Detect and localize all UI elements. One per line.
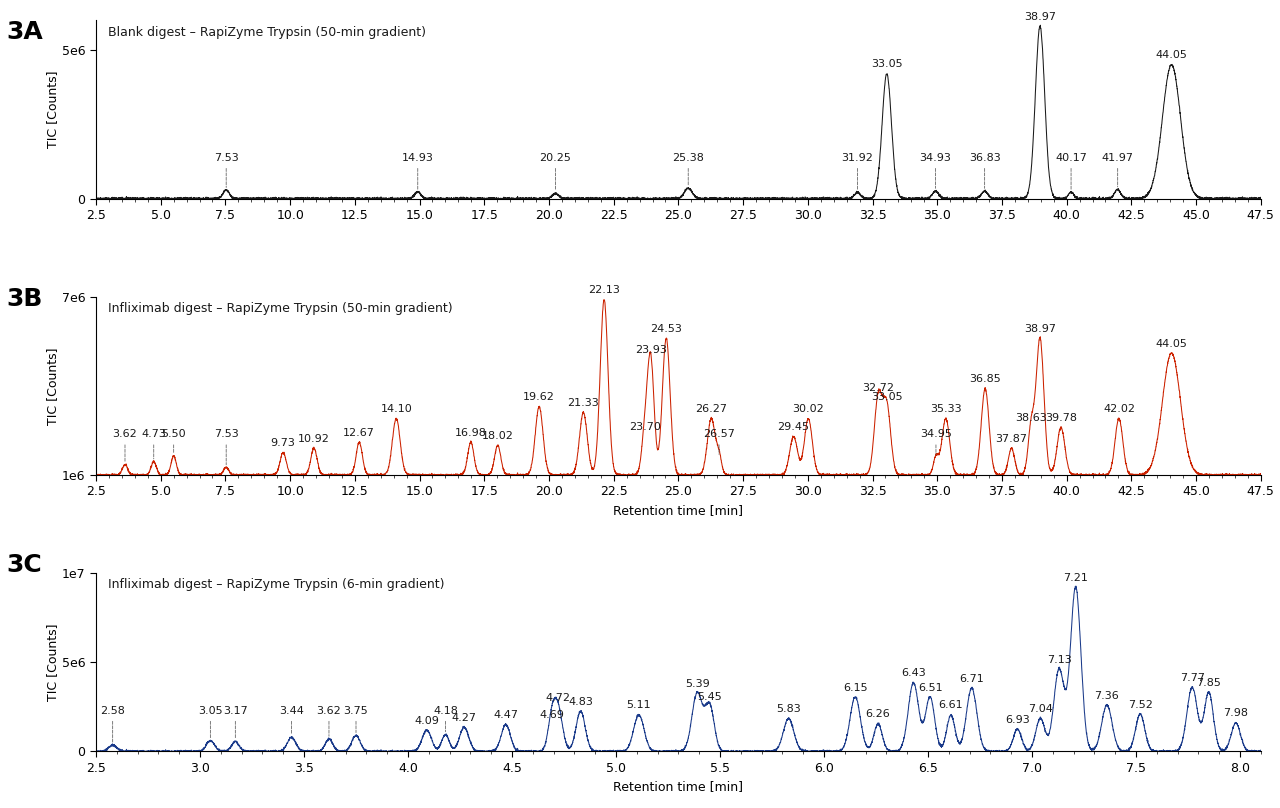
Text: 7.85: 7.85: [1197, 678, 1221, 688]
Text: 31.92: 31.92: [841, 153, 873, 190]
Text: 7.36: 7.36: [1094, 691, 1119, 701]
Text: 5.39: 5.39: [685, 679, 709, 689]
Text: 30.02: 30.02: [792, 404, 824, 414]
Text: 21.33: 21.33: [567, 398, 599, 408]
Text: 3A: 3A: [6, 20, 44, 44]
Text: 4.73: 4.73: [141, 429, 166, 459]
Text: 4.09: 4.09: [415, 716, 439, 726]
Text: 3.17: 3.17: [223, 705, 248, 739]
Text: 5.50: 5.50: [161, 429, 186, 453]
Text: 6.71: 6.71: [959, 674, 984, 684]
Text: 44.05: 44.05: [1156, 339, 1188, 349]
X-axis label: Retention time [min]: Retention time [min]: [613, 504, 744, 517]
Text: 26.27: 26.27: [695, 404, 727, 414]
Text: 5.11: 5.11: [627, 701, 652, 710]
Text: 26.57: 26.57: [703, 429, 735, 454]
Text: 4.83: 4.83: [568, 696, 593, 707]
Text: 44.05: 44.05: [1156, 50, 1188, 61]
Text: 7.53: 7.53: [214, 153, 238, 187]
Text: 3.75: 3.75: [343, 705, 369, 733]
Text: 38.97: 38.97: [1024, 11, 1056, 22]
Y-axis label: TIC [Counts]: TIC [Counts]: [46, 624, 59, 701]
Text: 10.92: 10.92: [298, 434, 330, 444]
Text: Infliximab digest – RapiZyme Trypsin (6-min gradient): Infliximab digest – RapiZyme Trypsin (6-…: [108, 579, 444, 591]
Text: 6.61: 6.61: [938, 701, 963, 710]
Text: 36.85: 36.85: [969, 374, 1001, 385]
Text: 39.78: 39.78: [1044, 413, 1076, 423]
Text: 3B: 3B: [6, 287, 42, 311]
Text: 40.17: 40.17: [1055, 153, 1087, 189]
Text: 34.93: 34.93: [919, 153, 951, 188]
Text: 35.33: 35.33: [931, 404, 961, 414]
Text: 22.13: 22.13: [589, 285, 620, 295]
Text: 6.26: 6.26: [865, 709, 891, 719]
Text: 38.63: 38.63: [1015, 413, 1047, 423]
Text: 7.52: 7.52: [1128, 700, 1152, 709]
Text: 7.53: 7.53: [214, 429, 238, 465]
Text: Infliximab digest – RapiZyme Trypsin (50-min gradient): Infliximab digest – RapiZyme Trypsin (50…: [108, 302, 452, 315]
Text: 23.70: 23.70: [628, 422, 660, 432]
Text: 3.05: 3.05: [198, 705, 223, 738]
Text: 19.62: 19.62: [524, 392, 556, 402]
Text: 25.38: 25.38: [672, 153, 704, 185]
Text: 4.18: 4.18: [433, 705, 458, 732]
Text: 2.58: 2.58: [100, 705, 125, 743]
Text: 7.13: 7.13: [1047, 655, 1071, 665]
Text: 5.45: 5.45: [698, 692, 722, 701]
Text: 12.67: 12.67: [343, 428, 375, 438]
Text: 6.51: 6.51: [918, 683, 942, 692]
Text: 23.93: 23.93: [635, 344, 667, 355]
Text: 41.97: 41.97: [1102, 153, 1134, 187]
Text: 16.98: 16.98: [454, 428, 486, 438]
Text: 4.47: 4.47: [493, 710, 518, 720]
Text: 7.04: 7.04: [1028, 704, 1052, 714]
Y-axis label: TIC [Counts]: TIC [Counts]: [46, 347, 59, 424]
Text: 4.72: 4.72: [545, 693, 571, 703]
Text: 4.69: 4.69: [539, 710, 564, 720]
Text: 29.45: 29.45: [777, 422, 809, 432]
Text: 33.05: 33.05: [870, 392, 902, 402]
Text: 36.83: 36.83: [969, 153, 1001, 188]
Text: 6.93: 6.93: [1005, 715, 1030, 725]
Text: 38.97: 38.97: [1024, 324, 1056, 334]
Text: 5.83: 5.83: [776, 704, 801, 714]
Y-axis label: TIC [Counts]: TIC [Counts]: [46, 70, 59, 148]
Text: 3.62: 3.62: [316, 705, 342, 736]
Text: 14.93: 14.93: [402, 153, 434, 189]
Text: 9.73: 9.73: [270, 438, 296, 448]
Text: 7.21: 7.21: [1064, 573, 1088, 583]
Text: 42.02: 42.02: [1103, 404, 1135, 414]
Text: 14.10: 14.10: [380, 404, 412, 414]
Text: 4.27: 4.27: [452, 713, 476, 723]
Text: Blank digest – RapiZyme Trypsin (50-min gradient): Blank digest – RapiZyme Trypsin (50-min …: [108, 26, 426, 39]
Text: 6.43: 6.43: [901, 668, 925, 679]
Text: 37.87: 37.87: [996, 434, 1028, 444]
Text: 3C: 3C: [6, 553, 42, 578]
Text: 6.15: 6.15: [844, 683, 868, 692]
Text: 18.02: 18.02: [481, 431, 513, 441]
Text: 33.05: 33.05: [870, 59, 902, 69]
Text: 20.25: 20.25: [539, 153, 571, 191]
Text: 34.95: 34.95: [920, 429, 952, 454]
Text: 3.44: 3.44: [279, 705, 303, 734]
Text: 3.62: 3.62: [113, 429, 137, 462]
Text: 32.72: 32.72: [863, 383, 895, 393]
X-axis label: Retention time [min]: Retention time [min]: [613, 781, 744, 793]
Text: 24.53: 24.53: [650, 324, 682, 334]
Text: 7.98: 7.98: [1224, 709, 1248, 718]
Text: 7.77: 7.77: [1180, 673, 1204, 683]
